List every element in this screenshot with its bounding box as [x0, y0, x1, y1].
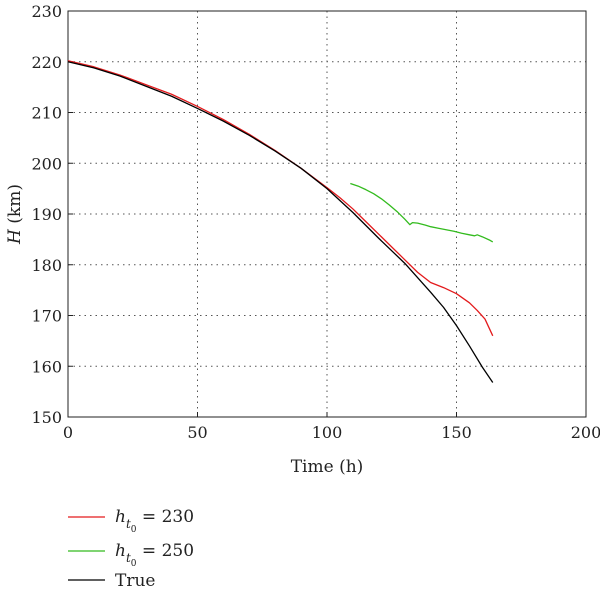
- x-tick-label: 50: [187, 423, 207, 442]
- series-line-1: [350, 182, 494, 243]
- legend-label-230: ht0 = 230: [115, 507, 194, 535]
- y-tick-label: 160: [31, 357, 62, 376]
- y-tick-label: 190: [31, 205, 62, 224]
- series-line-2: [67, 61, 494, 383]
- x-tick-label: 0: [63, 423, 73, 442]
- x-tick-label: 100: [312, 423, 343, 442]
- y-tick-label: 230: [31, 2, 62, 21]
- y-tick-label: 220: [31, 53, 62, 72]
- x-tick-label: 150: [441, 423, 472, 442]
- y-tick-label: 150: [31, 408, 62, 427]
- axis-ticks: 0 50 100 150 200 150 160 170 180 190 200 210 220 230: [31, 2, 600, 442]
- x-axis-label: Time (h): [291, 457, 364, 477]
- legend: ht0 = 230 ht0 = 250 True: [68, 507, 194, 591]
- y-axis-label-variable: H: [5, 228, 25, 245]
- y-tick-label: 210: [31, 104, 62, 123]
- legend-entry-250: ht0 = 250: [68, 541, 194, 569]
- series-line-0: [67, 60, 494, 337]
- y-axis-label-unit: (km): [5, 184, 25, 229]
- grid: [68, 11, 586, 417]
- y-tick-label: 180: [31, 256, 62, 275]
- legend-entry-true: True: [68, 571, 155, 591]
- y-tick-label: 170: [31, 307, 62, 326]
- x-tick-label: 200: [571, 423, 600, 442]
- y-tick-label: 200: [31, 154, 62, 173]
- y-axis-label: H (km): [5, 184, 25, 245]
- legend-label-250: ht0 = 250: [115, 541, 194, 569]
- legend-label-true: True: [115, 571, 155, 591]
- legend-entry-230: ht0 = 230: [68, 507, 194, 535]
- series-lines: [67, 60, 494, 383]
